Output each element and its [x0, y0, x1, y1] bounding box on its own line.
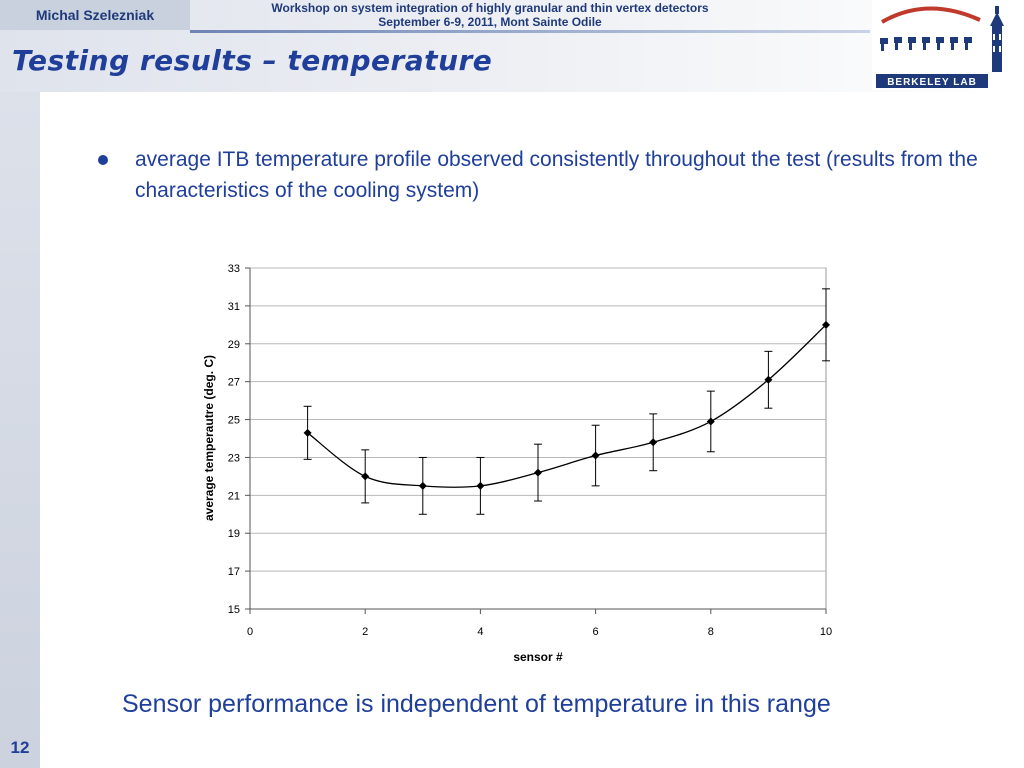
bullet-icon: [98, 155, 108, 165]
data-point: [822, 320, 830, 329]
x-tick-label: 0: [247, 626, 253, 638]
bullet-text: average ITB temperature profile observed…: [135, 148, 978, 202]
conference-title: Workshop on system integration of highly…: [271, 1, 709, 15]
conference-date-location: September 6-9, 2011, Mont Sainte Odile: [378, 15, 602, 29]
conclusion-text: Sensor performance is independent of tem…: [122, 690, 831, 718]
y-tick-label: 29: [228, 339, 240, 351]
y-tick-label: 33: [228, 263, 240, 275]
data-point: [303, 428, 312, 437]
y-tick-label: 27: [228, 377, 240, 389]
y-tick-label: 15: [228, 604, 240, 616]
y-tick-label: 17: [228, 566, 240, 578]
header-divider: [190, 30, 870, 33]
data-point: [418, 481, 427, 490]
left-sidebar-band: [0, 92, 40, 768]
page-title: Testing results – temperature: [12, 44, 493, 77]
data-point: [534, 468, 542, 477]
y-tick-label: 31: [228, 301, 240, 313]
grid-lines: [250, 267, 826, 572]
tick-labels: 15 17 19 21 23 25 27 29 31 33 0 2 4 6 8 10: [228, 263, 832, 638]
y-axis-label: average temperautre (deg. C): [202, 355, 216, 521]
data-point: [476, 481, 485, 490]
data-point: [764, 375, 773, 384]
x-tick-label: 10: [820, 626, 832, 638]
axes: [245, 267, 827, 614]
x-axis-label: sensor #: [513, 650, 563, 664]
data-point: [591, 451, 600, 460]
data-point: [706, 417, 715, 426]
logo-wordmark: BERKELEY LAB: [887, 77, 977, 88]
trend-line: [307, 324, 827, 488]
x-tick-label: 8: [708, 626, 714, 638]
berkeley-lab-logo: BERKELEY LAB: [872, 0, 1018, 90]
page-number: 12: [10, 738, 30, 757]
data-points: [303, 320, 830, 490]
data-point: [361, 472, 370, 481]
x-tick-label: 2: [362, 626, 368, 638]
author-name: Michal Szelezniak: [0, 0, 190, 30]
y-tick-label: 21: [228, 490, 240, 502]
plot-area: [249, 267, 827, 610]
x-tick-label: 4: [477, 626, 483, 638]
y-tick-label: 25: [228, 415, 240, 427]
y-tick-label: 19: [228, 528, 240, 540]
temperature-chart: 15 17 19 21 23 25 27 29 31 33 0 2 4 6 8 10 sensor # ave…: [202, 263, 832, 664]
series-line: [307, 324, 827, 488]
x-tick-label: 6: [593, 626, 599, 638]
data-point: [649, 438, 658, 447]
y-tick-label: 23: [228, 452, 240, 464]
